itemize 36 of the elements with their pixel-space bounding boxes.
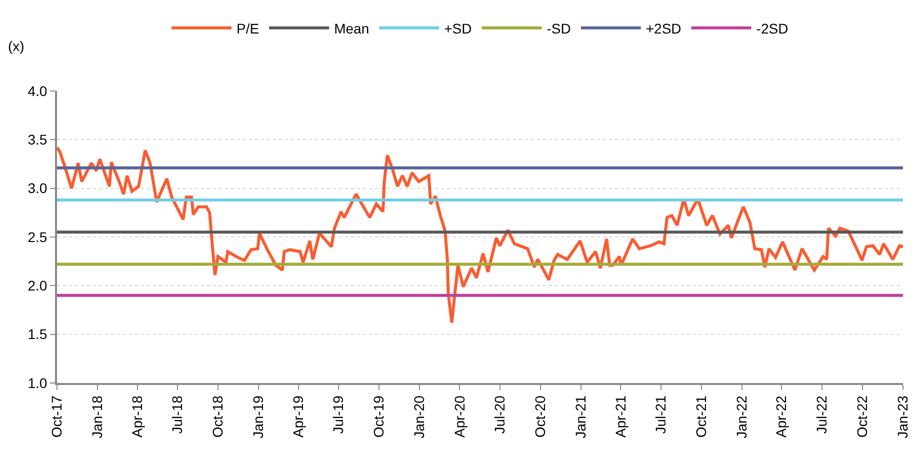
y-tick-label: 3.0	[28, 180, 48, 196]
x-tick-label: Jul-22	[813, 395, 830, 434]
x-tick-label: Oct-22	[854, 395, 870, 438]
x-tick-label: Jan-18	[89, 395, 106, 438]
legend-label: -2SD	[756, 20, 788, 36]
y-tick-label: 2.0	[28, 278, 48, 294]
x-tick-label: Jan-21	[572, 395, 589, 438]
y-tick-label: 3.5	[28, 132, 48, 148]
legend-label: +SD	[444, 20, 472, 36]
legend-label: -SD	[546, 20, 571, 36]
x-tick-label: Oct-20	[532, 395, 548, 438]
legend-label: P/E	[236, 20, 260, 36]
x-tick-label: Jan-19	[250, 395, 266, 438]
y-tick-label: 2.5	[28, 228, 48, 245]
y-tick-label: 4.0	[28, 82, 48, 99]
x-tick-label: Jul-20	[491, 395, 508, 434]
x-tick-label: Jan-22	[734, 395, 750, 438]
x-tick-label: Apr-18	[128, 395, 145, 438]
x-tick-label: Oct-18	[210, 395, 226, 438]
x-tick-label: Apr-21	[612, 395, 628, 438]
x-tick-label: Oct-17	[48, 395, 65, 438]
x-tick-label: Apr-20	[451, 395, 468, 438]
x-tick-label: Jan-20	[411, 395, 428, 438]
y-axis-title: (x)	[8, 38, 24, 54]
x-tick-label: Jan-23	[894, 395, 911, 438]
x-tick-label: Oct-19	[370, 395, 387, 438]
legend-label: Mean	[334, 20, 370, 36]
x-tick-label: Jul-19	[330, 395, 346, 434]
x-tick-label: Jul-21	[652, 395, 668, 434]
x-tick-label: Apr-22	[773, 395, 790, 438]
y-tick-label: 1.0	[28, 374, 48, 391]
x-tick-label: Apr-19	[290, 395, 306, 438]
y-tick-label: 1.5	[28, 326, 48, 342]
x-tick-label: Jul-18	[168, 395, 185, 434]
legend-label: +2SD	[646, 20, 682, 36]
x-tick-label: Oct-21	[692, 395, 709, 438]
